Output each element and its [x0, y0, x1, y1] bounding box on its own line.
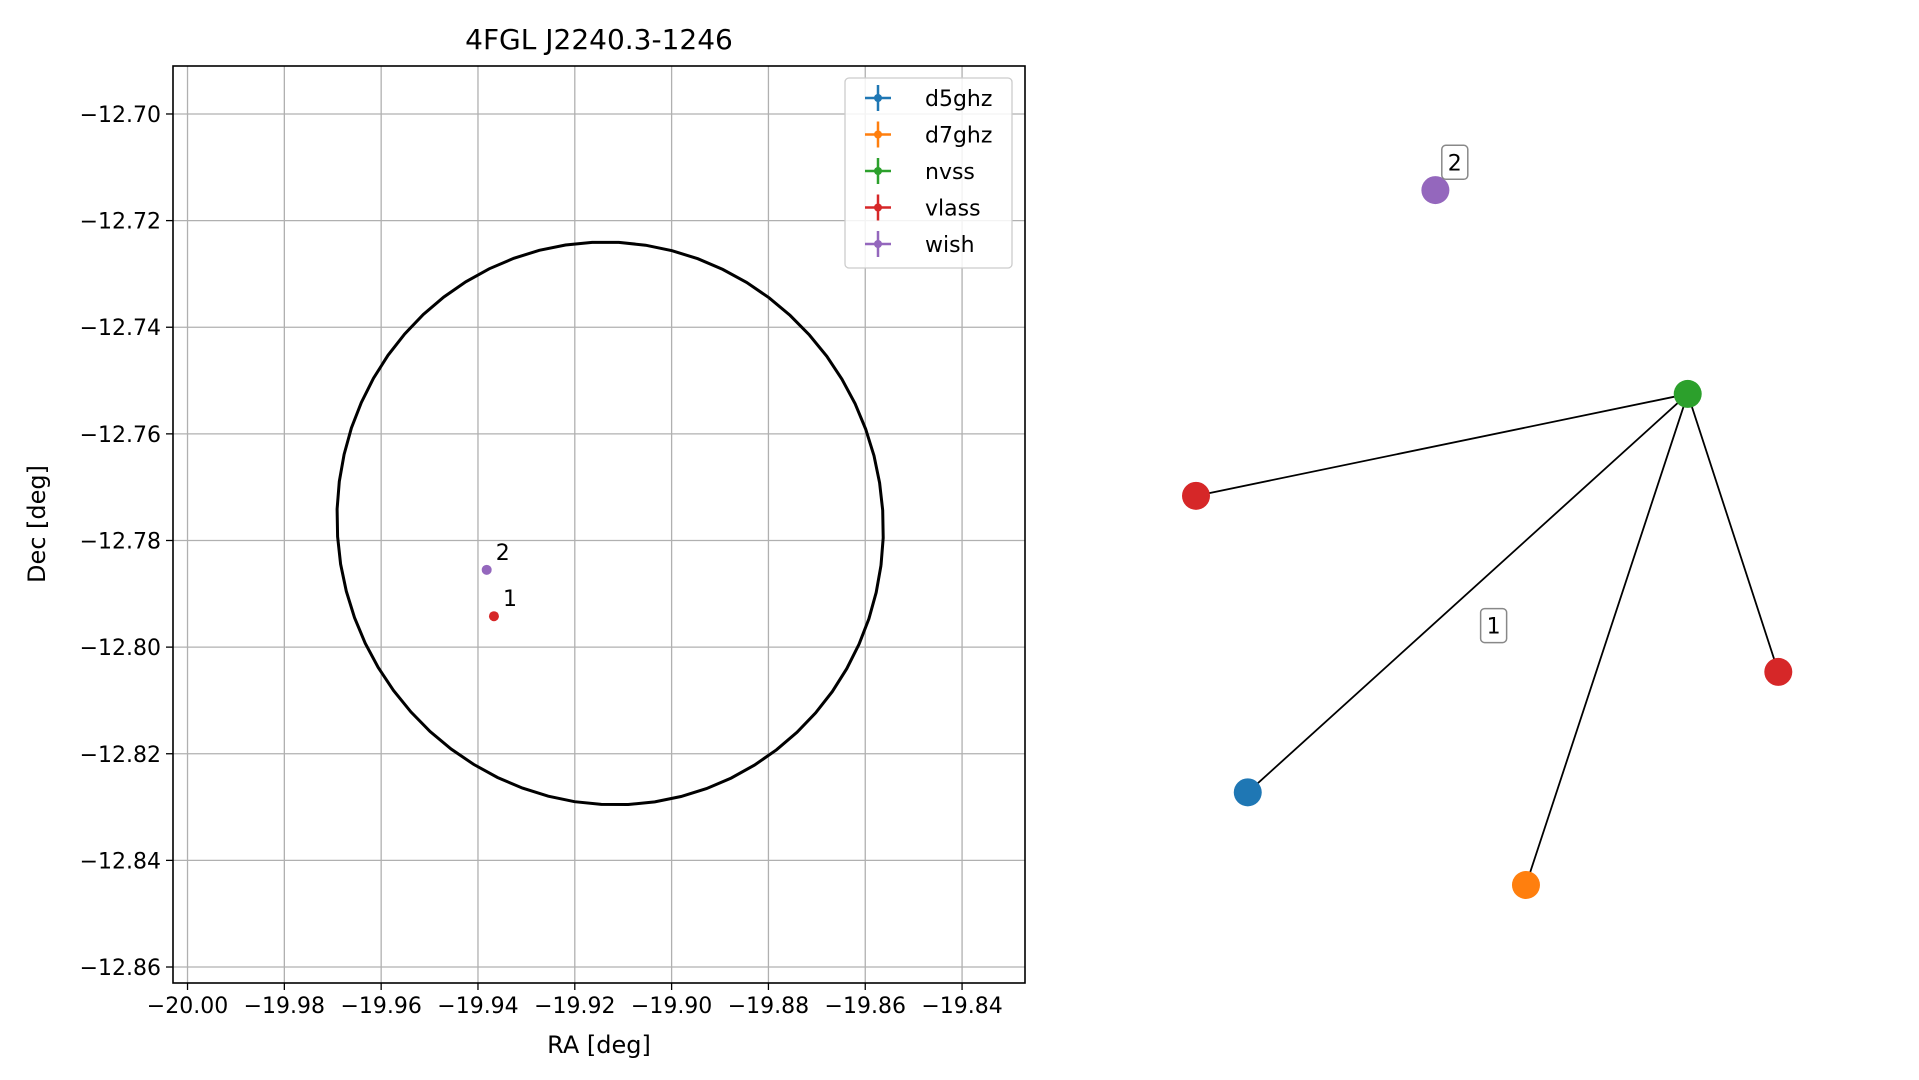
legend-entry-label: nvss: [925, 160, 975, 185]
y-tick-label: −12.78: [80, 529, 161, 554]
point-label: 2: [496, 541, 510, 566]
x-tick-label: −20.00: [147, 994, 228, 1019]
y-tick-label: −12.82: [80, 743, 161, 768]
graph-edge: [1195, 393, 1688, 497]
d5ghz-legend-marker: [874, 94, 882, 102]
group-label: 2: [1448, 151, 1462, 176]
wish-node: [1421, 176, 1450, 205]
data-points: 12: [481, 541, 517, 622]
graph-nodes: [1182, 176, 1793, 899]
association-graph: 12: [1182, 144, 1793, 899]
error-ellipse: [335, 240, 885, 807]
nvss-node: [1673, 379, 1702, 408]
group-label-box: [1441, 144, 1469, 181]
graph-edge: [1525, 393, 1689, 886]
legend[interactable]: d5ghz d7ghz nvss vlass wish: [844, 77, 1013, 269]
point-label: 1: [503, 587, 517, 612]
nvss-legend-marker: [874, 167, 882, 175]
plot-title: 4FGL J2240.3-1246: [465, 23, 733, 56]
wish-legend-marker: [874, 240, 882, 248]
y-tick-label: −12.80: [80, 636, 161, 661]
vlass-point: [488, 611, 499, 622]
legend-entry-label: wish: [925, 233, 975, 258]
ellipse-outline: [335, 240, 885, 807]
legend-entry-label: d5ghz: [925, 87, 992, 112]
x-axis-label: RA [deg]: [547, 1031, 651, 1059]
x-tick-label: −19.96: [340, 994, 421, 1019]
y-tick-label: −12.72: [80, 210, 161, 235]
x-tick-label: −19.92: [534, 994, 615, 1019]
vlass-node: [1182, 481, 1210, 510]
y-tick-label: −12.70: [80, 103, 161, 128]
vlass-node: [1764, 657, 1793, 686]
y-tick-label: −12.74: [80, 316, 161, 341]
plot-frame: [172, 65, 1026, 984]
d7ghz-node: [1511, 871, 1540, 899]
x-tick-label: −19.94: [437, 994, 518, 1019]
legend-entry-label: d7ghz: [925, 124, 992, 149]
y-axis-ticks: −12.70 −12.72 −12.74 −12.76 −12.78 −12.80 −12.…: [80, 103, 173, 981]
y-axis-label: Dec [deg]: [23, 465, 51, 583]
ra-dec-scatter-plot: 12 −20.00 −19.98 −19.96 −19.94 −19.92 −19.90−…: [23, 23, 1026, 1059]
x-tick-label: −19.86: [825, 994, 906, 1019]
y-tick-label: −12.84: [80, 849, 161, 874]
group-label: 1: [1487, 615, 1501, 640]
d5ghz-node: [1233, 778, 1262, 807]
wish-point: [481, 564, 492, 575]
x-tick-label: −19.88: [728, 994, 809, 1019]
group-label-box: [1479, 607, 1508, 644]
graph-edges: [1195, 393, 1780, 886]
legend-box: [844, 77, 1013, 269]
x-tick-label: −19.98: [244, 994, 325, 1019]
graph-edge: [1247, 393, 1689, 794]
x-tick-label: −19.84: [921, 994, 1002, 1019]
y-tick-label: −12.76: [80, 423, 161, 448]
graph-edge: [1686, 393, 1780, 673]
y-tick-label: −12.86: [80, 956, 161, 981]
graph-group-labels: 12: [1441, 144, 1508, 644]
x-axis-ticks: −20.00 −19.98 −19.96 −19.94 −19.92 −19.90 −19.…: [147, 983, 1003, 1019]
d7ghz-legend-marker: [874, 130, 882, 139]
legend-entry-label: vlass: [925, 197, 981, 222]
vlass-legend-marker: [874, 203, 882, 212]
x-tick-label: −19.90: [631, 994, 712, 1019]
